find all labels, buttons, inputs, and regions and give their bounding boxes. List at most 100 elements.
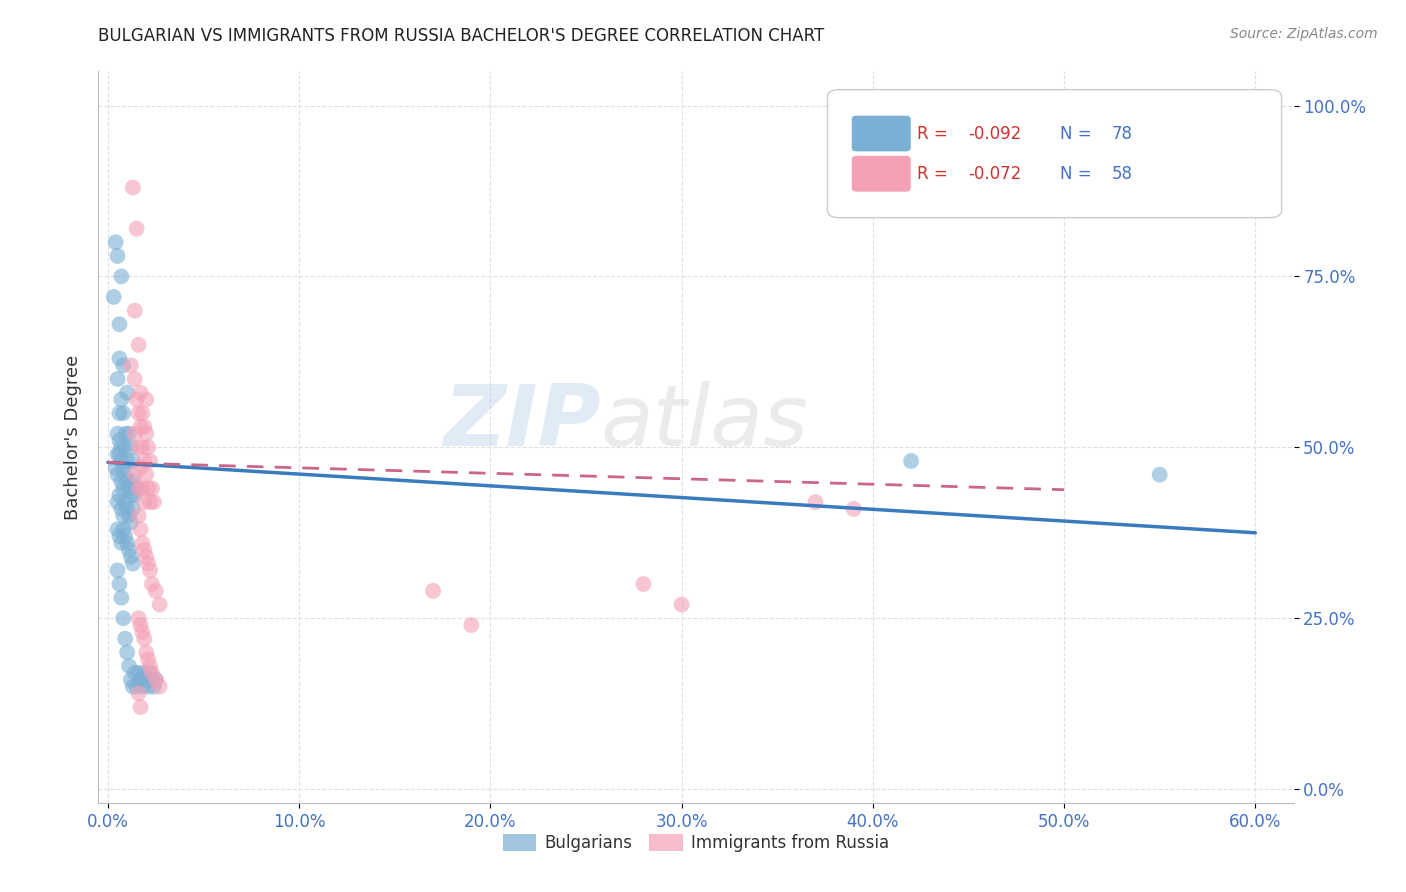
Point — [107, 467, 129, 482]
Text: -0.072: -0.072 — [969, 165, 1022, 183]
Point — [103, 290, 125, 304]
Point — [145, 673, 167, 687]
Point — [129, 522, 152, 536]
Point — [128, 611, 150, 625]
Point — [134, 665, 156, 680]
Point — [129, 460, 152, 475]
Point — [110, 392, 132, 407]
Point — [112, 522, 135, 536]
Point — [131, 481, 153, 495]
Point — [149, 598, 172, 612]
Point — [114, 426, 136, 441]
Point — [118, 481, 141, 495]
Point — [134, 495, 156, 509]
Point — [135, 392, 157, 407]
Point — [114, 495, 136, 509]
Point — [135, 673, 157, 687]
Point — [139, 454, 162, 468]
Text: atlas: atlas — [600, 381, 808, 464]
Point — [108, 318, 131, 332]
Point — [131, 624, 153, 639]
Text: 78: 78 — [1112, 125, 1133, 143]
Text: BULGARIAN VS IMMIGRANTS FROM RUSSIA BACHELOR'S DEGREE CORRELATION CHART: BULGARIAN VS IMMIGRANTS FROM RUSSIA BACH… — [98, 27, 825, 45]
Point — [120, 440, 142, 454]
Point — [136, 652, 159, 666]
Point — [120, 359, 142, 373]
Point — [104, 460, 127, 475]
Point — [129, 385, 152, 400]
Point — [114, 529, 136, 543]
Point — [139, 665, 162, 680]
Text: R =: R = — [917, 165, 953, 183]
Point — [110, 269, 132, 284]
FancyBboxPatch shape — [852, 115, 911, 152]
Point — [112, 359, 135, 373]
Y-axis label: Bachelor's Degree: Bachelor's Degree — [63, 354, 82, 520]
Point — [141, 481, 163, 495]
Point — [139, 659, 162, 673]
Point — [129, 618, 152, 632]
Point — [125, 481, 148, 495]
Point — [114, 632, 136, 646]
Point — [135, 467, 157, 482]
Point — [112, 460, 135, 475]
Point — [121, 475, 143, 489]
Point — [121, 180, 143, 194]
Point — [142, 495, 165, 509]
Point — [125, 680, 148, 694]
Point — [107, 249, 129, 263]
Point — [134, 542, 156, 557]
Point — [134, 420, 156, 434]
Point — [108, 447, 131, 461]
Point — [141, 665, 163, 680]
Point — [110, 536, 132, 550]
Point — [108, 434, 131, 448]
Point — [128, 338, 150, 352]
Point — [141, 673, 163, 687]
Point — [110, 501, 132, 516]
Point — [110, 475, 132, 489]
Point — [112, 406, 135, 420]
Point — [108, 577, 131, 591]
Point — [842, 501, 865, 516]
Point — [110, 591, 132, 605]
Point — [124, 426, 146, 441]
Point — [128, 508, 150, 523]
FancyBboxPatch shape — [852, 155, 911, 192]
Point — [121, 680, 143, 694]
Point — [136, 557, 159, 571]
Point — [120, 673, 142, 687]
Point — [124, 372, 146, 386]
Point — [118, 542, 141, 557]
Text: N =: N = — [1060, 165, 1097, 183]
Point — [108, 529, 131, 543]
Point — [671, 598, 693, 612]
Point — [136, 440, 159, 454]
Point — [145, 673, 167, 687]
Point — [110, 454, 132, 468]
Point — [136, 481, 159, 495]
Point — [112, 481, 135, 495]
Text: N =: N = — [1060, 125, 1097, 143]
Point — [125, 392, 148, 407]
Point — [115, 536, 138, 550]
Point — [141, 577, 163, 591]
Text: R =: R = — [917, 125, 953, 143]
FancyBboxPatch shape — [827, 90, 1282, 218]
Point — [107, 563, 129, 577]
Point — [110, 440, 132, 454]
Text: 58: 58 — [1112, 165, 1133, 183]
Point — [124, 303, 146, 318]
Point — [139, 563, 162, 577]
Point — [118, 426, 141, 441]
Point — [900, 454, 922, 468]
Point — [134, 454, 156, 468]
Point — [124, 467, 146, 482]
Point — [118, 508, 141, 523]
Point — [115, 501, 138, 516]
Point — [108, 351, 131, 366]
Point — [107, 426, 129, 441]
Point — [118, 659, 141, 673]
Legend: Bulgarians, Immigrants from Russia: Bulgarians, Immigrants from Russia — [495, 825, 897, 860]
Point — [135, 549, 157, 564]
